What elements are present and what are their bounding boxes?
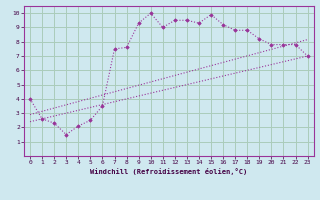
X-axis label: Windchill (Refroidissement éolien,°C): Windchill (Refroidissement éolien,°C) xyxy=(90,168,247,175)
